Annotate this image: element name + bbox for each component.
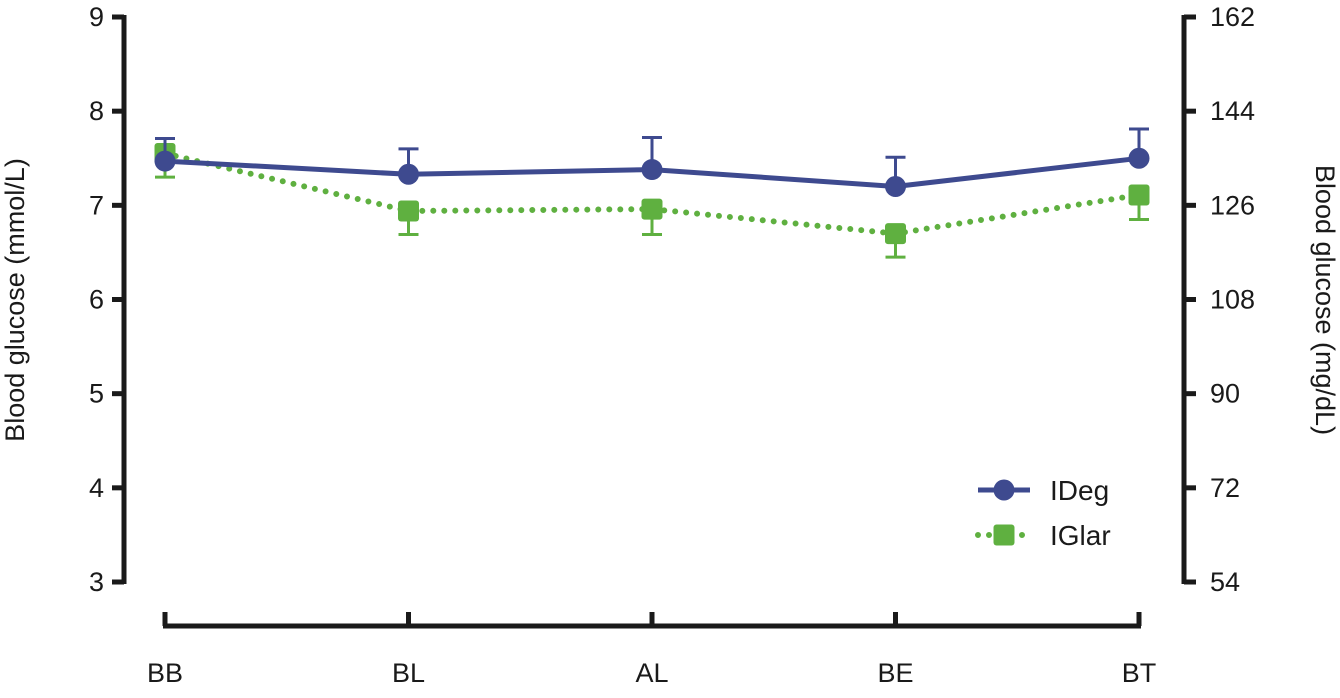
legend-item-iglar: IGlar <box>975 520 1111 551</box>
y-left-tick-label: 8 <box>89 96 104 126</box>
legend: IDeg IGlar <box>975 475 1111 551</box>
data-point <box>641 159 663 181</box>
y-right-tick-label: 90 <box>1210 379 1240 409</box>
data-point <box>1128 184 1150 206</box>
legend-label: IGlar <box>1050 520 1111 551</box>
y-right-tick-label: 162 <box>1210 2 1255 32</box>
legend-marker <box>993 479 1015 501</box>
y-left-tick-label: 6 <box>89 285 104 315</box>
legend-item-ideg: IDeg <box>978 475 1109 506</box>
data-point <box>398 200 419 222</box>
y-left-tick-label: 4 <box>89 473 104 503</box>
y-left-tick-label: 9 <box>89 2 104 32</box>
series-ideg <box>154 127 1150 197</box>
series-layer <box>154 127 1150 259</box>
y-left-tick-label: 7 <box>89 190 104 220</box>
x-tick-label: BT <box>1122 658 1157 688</box>
x-tick-label: BL <box>392 658 425 688</box>
data-point <box>154 150 176 172</box>
x-tick-label: AL <box>635 658 668 688</box>
y-axis-right-title: Blood glucose (mg/dL) <box>1310 165 1340 435</box>
data-point <box>885 223 906 245</box>
y-left-tick-label: 5 <box>89 379 104 409</box>
axes: 3 4 5 6 7 8 9 54 72 90 108 126 144 162 BB BL AL BE BT <box>89 2 1255 688</box>
y-left-tick-label: 3 <box>89 567 104 597</box>
data-point <box>1128 147 1150 169</box>
data-point <box>398 163 419 185</box>
y-right-tick-label: 54 <box>1210 567 1240 597</box>
x-tick-label: BB <box>147 658 183 688</box>
y-right-tick-label: 108 <box>1210 285 1255 315</box>
data-point <box>641 198 663 220</box>
y-axis-left-title: Blood glucose (mmol/L) <box>0 158 30 442</box>
x-tick-label: BE <box>877 658 913 688</box>
y-right-tick-label: 72 <box>1210 473 1240 503</box>
legend-marker <box>993 524 1015 546</box>
legend-label: IDeg <box>1050 475 1109 506</box>
y-right-tick-label: 126 <box>1210 190 1255 220</box>
data-point <box>885 176 906 197</box>
series-iglar <box>154 143 1150 259</box>
y-right-tick-label: 144 <box>1210 96 1255 126</box>
